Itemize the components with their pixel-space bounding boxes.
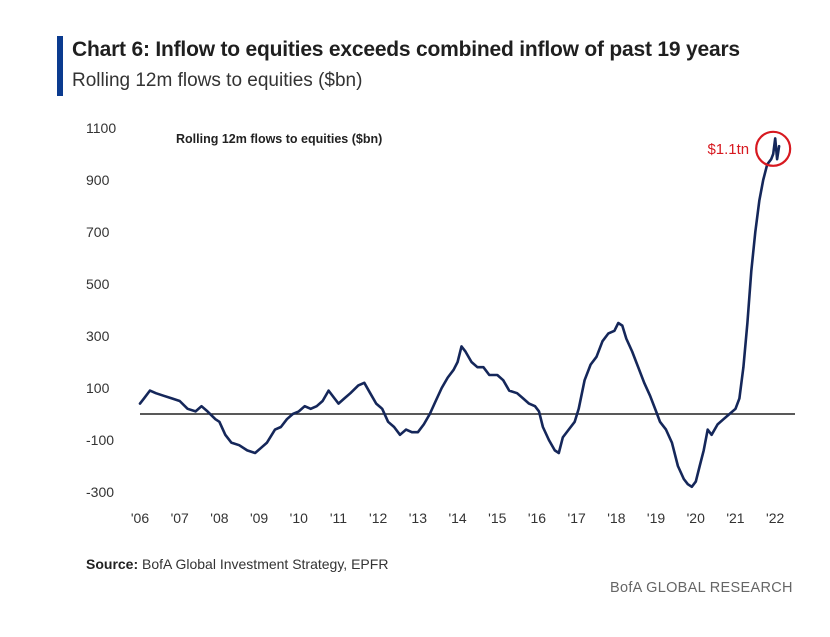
annotation-label: $1.1tn — [707, 141, 749, 158]
brand-label: BofA GLOBAL RESEARCH — [610, 580, 793, 596]
series-line — [138, 137, 781, 489]
title-accent-bar — [57, 36, 63, 96]
plot-inner-title: Rolling 12m flows to equities ($bn) — [176, 132, 383, 146]
y-tick-label: -300 — [86, 484, 114, 500]
x-tick-label: '22 — [766, 510, 784, 526]
y-tick-label: 500 — [86, 276, 110, 292]
y-tick-label: 700 — [86, 224, 110, 240]
x-tick-label: '15 — [488, 510, 506, 526]
x-tick-label: '17 — [568, 510, 586, 526]
y-tick-label: 900 — [86, 172, 110, 188]
x-tick-label: '12 — [369, 510, 387, 526]
x-tick-label: '07 — [171, 510, 189, 526]
x-tick-label: '20 — [687, 510, 705, 526]
y-tick-label: 1100 — [86, 120, 116, 136]
x-tick-label: '09 — [250, 510, 268, 526]
source-note: Source: BofA Global Investment Strategy,… — [86, 556, 388, 572]
x-tick-label: '11 — [330, 510, 347, 526]
x-tick-label: '10 — [290, 510, 308, 526]
chart-title: Chart 6: Inflow to equities exceeds comb… — [72, 38, 740, 61]
x-tick-label: '13 — [409, 510, 427, 526]
x-tick-label: '16 — [528, 510, 546, 526]
x-tick-label: '14 — [448, 510, 466, 526]
y-tick-label: 300 — [86, 328, 110, 344]
x-tick-label: '08 — [210, 510, 228, 526]
x-tick-label: '21 — [726, 510, 744, 526]
y-tick-label: -100 — [86, 432, 114, 448]
source-label: Source: — [86, 556, 139, 572]
y-tick-label: 100 — [86, 380, 110, 396]
x-tick-label: '19 — [647, 510, 665, 526]
annotation-circle — [755, 130, 792, 167]
x-tick-label: '18 — [607, 510, 625, 526]
chart-subtitle: Rolling 12m flows to equities ($bn) — [72, 70, 363, 91]
source-text: BofA Global Investment Strategy, EPFR — [142, 556, 389, 572]
x-tick-label: '06 — [131, 510, 149, 526]
